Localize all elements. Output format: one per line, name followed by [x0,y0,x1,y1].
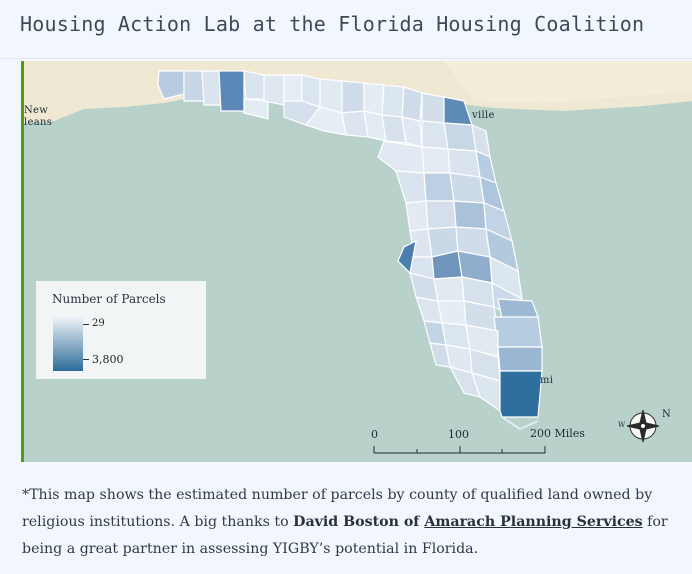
scale-bar: 0 100 200 Miles [368,426,585,456]
map-legend: Number of Parcels 29 3,800 [36,281,206,379]
map-container[interactable]: New leans ville mi Number of Parcels 29 … [21,61,692,462]
caption-text-2: for being a great partner in assessing Y… [22,514,668,557]
map-label-jacksonville: ville [472,110,495,121]
legend-title: Number of Parcels [52,292,166,306]
scale-label-100: 100 [448,428,469,441]
compass-n-label: N [662,409,672,420]
scale-label-0: 0 [371,428,378,441]
florida-map[interactable] [24,61,692,462]
legend-color-ramp [53,317,83,371]
map-label-miami: mi [540,375,554,386]
map-caption: *This map shows the estimated number of … [22,482,677,563]
caption-bold-name: David Boston of [293,514,425,530]
legend-tick-max [83,359,89,360]
legend-max-value: 3,800 [92,353,124,366]
scale-label-200: 200 Miles [530,427,585,440]
map-label-new-orleans-1: New [24,105,49,116]
map-label-new-orleans-2: leans [24,117,53,128]
compass-w-label: W [618,421,626,429]
compass-rose-icon: N W [618,409,674,455]
header-divider [0,58,692,59]
caption-link-amarach[interactable]: Amarach Planning Services [424,514,643,530]
legend-tick-min [83,324,89,325]
legend-min-value: 29 [92,318,105,329]
caption-text-1: *This map shows the estimated number of … [22,487,653,530]
page-title: Housing Action Lab at the Florida Housin… [20,12,645,36]
